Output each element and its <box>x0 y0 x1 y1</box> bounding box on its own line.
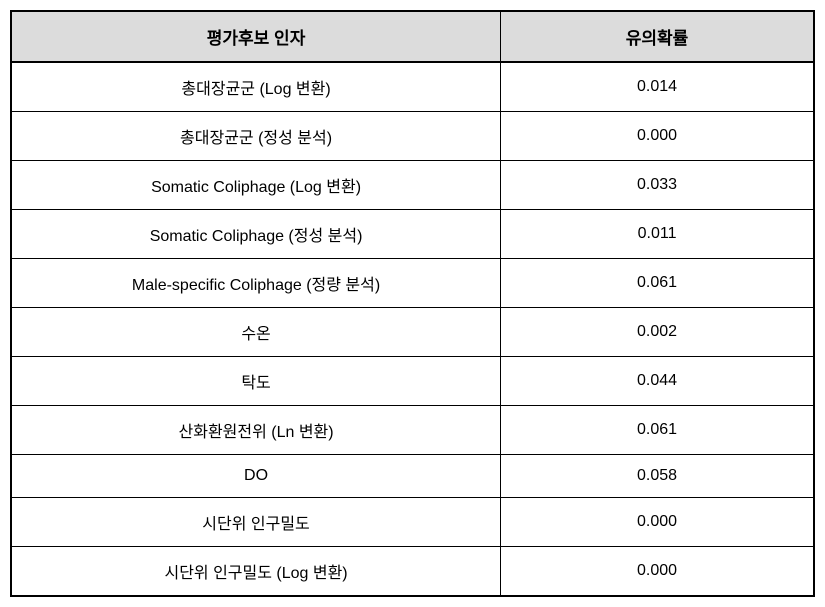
table-row: 시단위 인구밀도 (Log 변환)0.000 <box>12 547 813 596</box>
table-row: 시단위 인구밀도0.000 <box>12 498 813 547</box>
cell-factor: Somatic Coliphage (정성 분석) <box>12 210 501 259</box>
table-row: Male-specific Coliphage (정량 분석)0.061 <box>12 259 813 308</box>
table-row: 총대장균군 (정성 분석)0.000 <box>12 112 813 161</box>
table-row: Somatic Coliphage (정성 분석)0.011 <box>12 210 813 259</box>
cell-value: 0.058 <box>501 455 813 498</box>
table-row: 탁도0.044 <box>12 357 813 406</box>
cell-value: 0.044 <box>501 357 813 406</box>
column-header-value: 유의확률 <box>501 12 813 62</box>
cell-factor: Somatic Coliphage (Log 변환) <box>12 161 501 210</box>
table-row: 총대장균군 (Log 변환)0.014 <box>12 62 813 112</box>
cell-value: 0.033 <box>501 161 813 210</box>
column-header-factor: 평가후보 인자 <box>12 12 501 62</box>
table-row: DO0.058 <box>12 455 813 498</box>
cell-factor: Male-specific Coliphage (정량 분석) <box>12 259 501 308</box>
table-row: 수온0.002 <box>12 308 813 357</box>
data-table: 평가후보 인자 유의확률 총대장균군 (Log 변환)0.014총대장균군 (정… <box>12 12 813 595</box>
cell-value: 0.000 <box>501 112 813 161</box>
table-header-row: 평가후보 인자 유의확률 <box>12 12 813 62</box>
cell-value: 0.000 <box>501 547 813 596</box>
cell-factor: 시단위 인구밀도 <box>12 498 501 547</box>
data-table-container: 평가후보 인자 유의확률 총대장균군 (Log 변환)0.014총대장균군 (정… <box>10 10 815 597</box>
cell-value: 0.061 <box>501 406 813 455</box>
cell-factor: 총대장균군 (Log 변환) <box>12 62 501 112</box>
table-row: 산화환원전위 (Ln 변환)0.061 <box>12 406 813 455</box>
cell-value: 0.002 <box>501 308 813 357</box>
cell-factor: 시단위 인구밀도 (Log 변환) <box>12 547 501 596</box>
cell-value: 0.061 <box>501 259 813 308</box>
cell-value: 0.000 <box>501 498 813 547</box>
cell-factor: 수온 <box>12 308 501 357</box>
cell-factor: DO <box>12 455 501 498</box>
table-body: 총대장균군 (Log 변환)0.014총대장균군 (정성 분석)0.000Som… <box>12 62 813 595</box>
cell-value: 0.014 <box>501 62 813 112</box>
table-row: Somatic Coliphage (Log 변환)0.033 <box>12 161 813 210</box>
cell-factor: 탁도 <box>12 357 501 406</box>
cell-factor: 산화환원전위 (Ln 변환) <box>12 406 501 455</box>
cell-factor: 총대장균군 (정성 분석) <box>12 112 501 161</box>
cell-value: 0.011 <box>501 210 813 259</box>
